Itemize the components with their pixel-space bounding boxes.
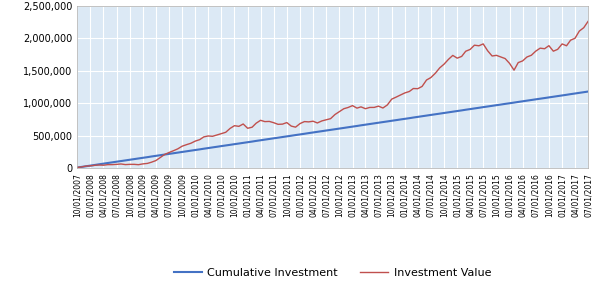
Line: Investment Value: Investment Value xyxy=(77,21,588,167)
Legend: Cumulative Investment, Investment Value: Cumulative Investment, Investment Value xyxy=(170,263,495,282)
Line: Cumulative Investment: Cumulative Investment xyxy=(77,92,588,168)
